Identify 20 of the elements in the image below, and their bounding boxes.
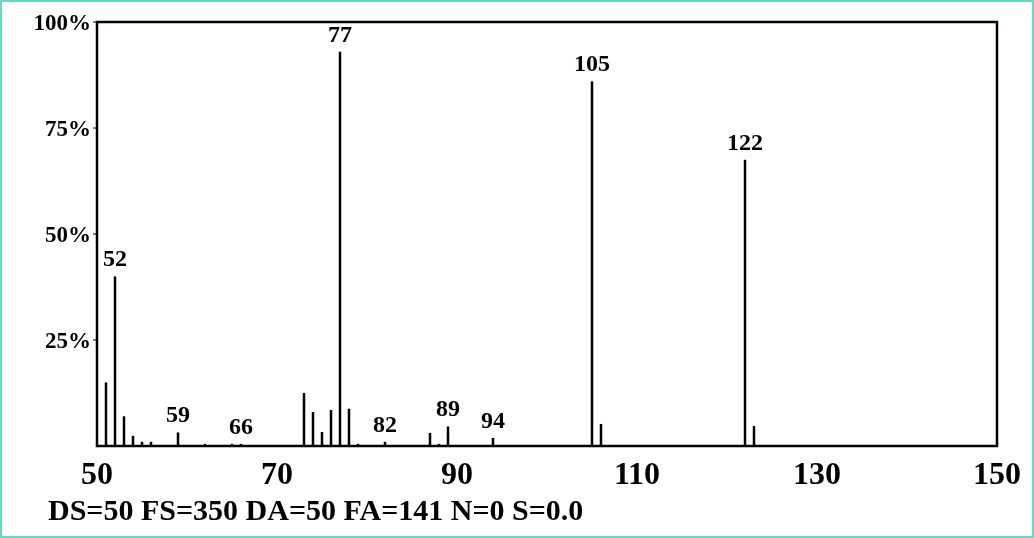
x-tick-label: 150 — [973, 455, 1021, 491]
y-tick-label: 75% — [45, 116, 91, 141]
x-tick-label: 110 — [613, 455, 661, 491]
x-tick-label: 50 — [81, 455, 113, 491]
annotation: 89 — [436, 395, 460, 422]
annotation: 66 — [229, 412, 253, 439]
annotation: 122 — [727, 128, 763, 155]
y-tick-label: 25% — [45, 328, 91, 353]
annotation: 105 — [574, 50, 610, 77]
annotation: 59 — [166, 401, 190, 428]
x-tick-label: 90 — [441, 455, 473, 491]
y-tick-label: 100% — [33, 10, 91, 35]
x-tick-label: 130 — [793, 455, 841, 491]
x-tick-label: 70 — [261, 455, 293, 491]
text: DS=50 FS=350 DA=50 FA=141 N=0 S=0.0 — [48, 493, 584, 526]
annotation: 94 — [481, 406, 505, 433]
y-tick-label: 50% — [45, 222, 91, 247]
annotation: 52 — [103, 245, 127, 272]
annotation: 82 — [373, 410, 397, 437]
annotation: 77 — [328, 20, 352, 47]
